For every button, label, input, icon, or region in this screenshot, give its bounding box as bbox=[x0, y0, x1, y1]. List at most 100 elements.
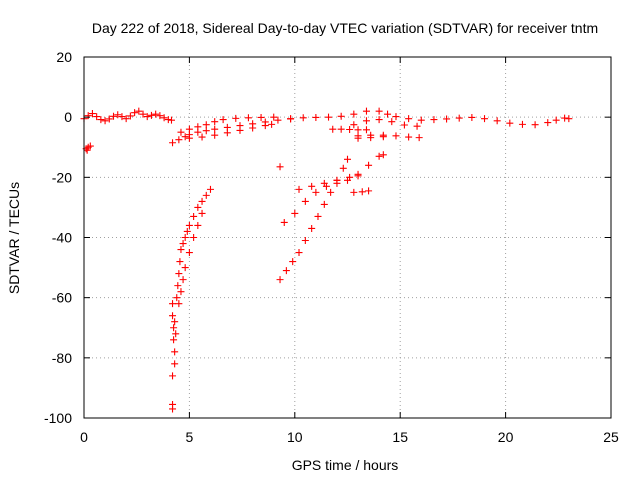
axis-ticks bbox=[83, 56, 612, 419]
data-point bbox=[301, 237, 309, 245]
data-point bbox=[143, 113, 151, 121]
data-point bbox=[175, 270, 183, 278]
data-point bbox=[202, 121, 210, 129]
data-point bbox=[392, 113, 400, 121]
x-tick-label: 10 bbox=[287, 429, 303, 445]
data-point bbox=[327, 188, 335, 196]
data-point bbox=[413, 122, 421, 130]
x-tick-label: 20 bbox=[498, 429, 514, 445]
data-point bbox=[190, 212, 198, 220]
data-point bbox=[105, 115, 113, 123]
data-point bbox=[169, 405, 177, 413]
data-point bbox=[531, 121, 539, 129]
data-point bbox=[384, 110, 392, 118]
data-point bbox=[312, 188, 320, 196]
data-point bbox=[280, 218, 288, 226]
data-point bbox=[443, 115, 451, 123]
data-point bbox=[183, 227, 191, 235]
data-point bbox=[194, 123, 202, 131]
data-point bbox=[174, 282, 182, 290]
data-point bbox=[388, 118, 396, 126]
data-point bbox=[185, 134, 193, 142]
x-tick-label: 15 bbox=[392, 429, 408, 445]
data-point bbox=[211, 125, 219, 133]
data-point bbox=[518, 120, 526, 128]
data-point bbox=[93, 113, 101, 121]
data-point bbox=[160, 114, 168, 122]
data-point bbox=[329, 125, 337, 133]
data-point bbox=[299, 114, 307, 122]
data-point bbox=[375, 152, 383, 160]
data-point bbox=[552, 116, 560, 124]
x-tick-label: 25 bbox=[603, 429, 619, 445]
data-point bbox=[354, 126, 362, 134]
data-point bbox=[274, 116, 282, 124]
data-point bbox=[156, 112, 164, 120]
data-point bbox=[169, 372, 177, 380]
y-tick-label: -80 bbox=[52, 350, 72, 366]
data-point bbox=[173, 294, 181, 302]
x-tick-labels: 0 5 10 15 20 25 bbox=[80, 429, 619, 445]
y-tick-label: -60 bbox=[52, 290, 72, 306]
data-point bbox=[282, 267, 290, 275]
data-point bbox=[268, 120, 276, 128]
data-point bbox=[101, 117, 109, 125]
data-point bbox=[202, 127, 210, 135]
grid-lines bbox=[84, 57, 611, 418]
data-point bbox=[308, 224, 316, 232]
data-point bbox=[365, 161, 373, 169]
data-point bbox=[171, 348, 179, 356]
data-point bbox=[171, 318, 179, 326]
data-point bbox=[468, 113, 476, 121]
data-point bbox=[320, 200, 328, 208]
data-point bbox=[164, 116, 172, 124]
data-point bbox=[139, 110, 147, 118]
data-point bbox=[232, 114, 240, 122]
data-point bbox=[354, 172, 362, 180]
data-point bbox=[176, 258, 184, 266]
data-point bbox=[83, 146, 91, 154]
data-point bbox=[257, 113, 265, 121]
y-tick-label: 20 bbox=[56, 49, 72, 65]
y-tick-label: -20 bbox=[52, 169, 72, 185]
x-axis-label: GPS time / hours bbox=[292, 457, 399, 473]
data-point bbox=[367, 134, 375, 142]
data-point bbox=[206, 185, 214, 193]
data-point bbox=[417, 116, 425, 124]
data-point bbox=[415, 134, 423, 142]
data-point bbox=[400, 121, 408, 129]
data-point bbox=[337, 125, 345, 133]
data-point bbox=[219, 116, 227, 124]
data-point bbox=[362, 107, 370, 115]
data-point bbox=[333, 176, 341, 184]
data-point bbox=[198, 197, 206, 205]
data-point bbox=[314, 212, 322, 220]
data-point bbox=[181, 234, 189, 241]
data-point bbox=[126, 112, 134, 120]
data-point bbox=[175, 300, 183, 308]
data-point bbox=[430, 116, 438, 124]
data-point bbox=[84, 112, 92, 120]
data-point bbox=[312, 113, 320, 121]
data-point bbox=[375, 107, 383, 115]
data-point bbox=[350, 121, 358, 129]
y-tick-labels: 20 0 -20 -40 -60 -80 -100 bbox=[44, 49, 72, 426]
data-points bbox=[80, 107, 573, 413]
data-point bbox=[181, 264, 189, 272]
data-point bbox=[455, 114, 463, 122]
data-point bbox=[181, 133, 189, 141]
data-point bbox=[350, 188, 358, 196]
data-point bbox=[339, 164, 347, 172]
data-point bbox=[97, 116, 105, 124]
data-point bbox=[114, 111, 122, 119]
data-point bbox=[276, 276, 284, 284]
data-point bbox=[354, 134, 362, 142]
data-point bbox=[405, 115, 413, 123]
data-point bbox=[295, 249, 303, 257]
data-point bbox=[175, 136, 183, 144]
data-point bbox=[177, 246, 185, 254]
data-point bbox=[392, 132, 400, 140]
data-point bbox=[223, 129, 231, 137]
data-point bbox=[301, 197, 309, 205]
